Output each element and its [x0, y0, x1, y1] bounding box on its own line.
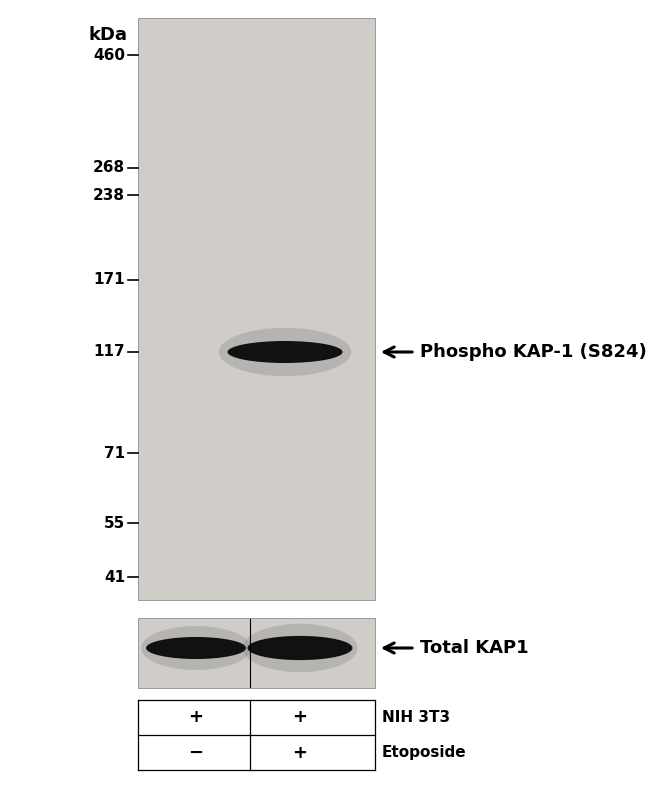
Text: 238: 238 [93, 188, 125, 202]
Text: NIH 3T3: NIH 3T3 [382, 710, 450, 725]
Text: 171: 171 [94, 273, 125, 287]
Text: +: + [292, 708, 307, 727]
Text: +: + [292, 743, 307, 762]
Text: Phospho KAP-1 (S824): Phospho KAP-1 (S824) [420, 343, 647, 361]
Ellipse shape [242, 624, 358, 672]
Text: 41: 41 [104, 569, 125, 585]
Text: −: − [188, 743, 203, 762]
Ellipse shape [248, 636, 352, 660]
Ellipse shape [146, 637, 246, 659]
Ellipse shape [141, 626, 251, 670]
Text: Total KAP1: Total KAP1 [420, 639, 528, 657]
Text: +: + [188, 708, 203, 727]
Text: 460: 460 [93, 47, 125, 63]
Text: 117: 117 [94, 345, 125, 359]
Bar [138, 18, 375, 600]
Text: Etoposide: Etoposide [382, 745, 467, 760]
Text: 71: 71 [104, 445, 125, 460]
Text: 268: 268 [93, 160, 125, 176]
Bar [138, 618, 375, 688]
Text: 55: 55 [104, 516, 125, 530]
Ellipse shape [219, 328, 351, 376]
Ellipse shape [227, 341, 343, 363]
Text: kDa: kDa [89, 26, 128, 44]
